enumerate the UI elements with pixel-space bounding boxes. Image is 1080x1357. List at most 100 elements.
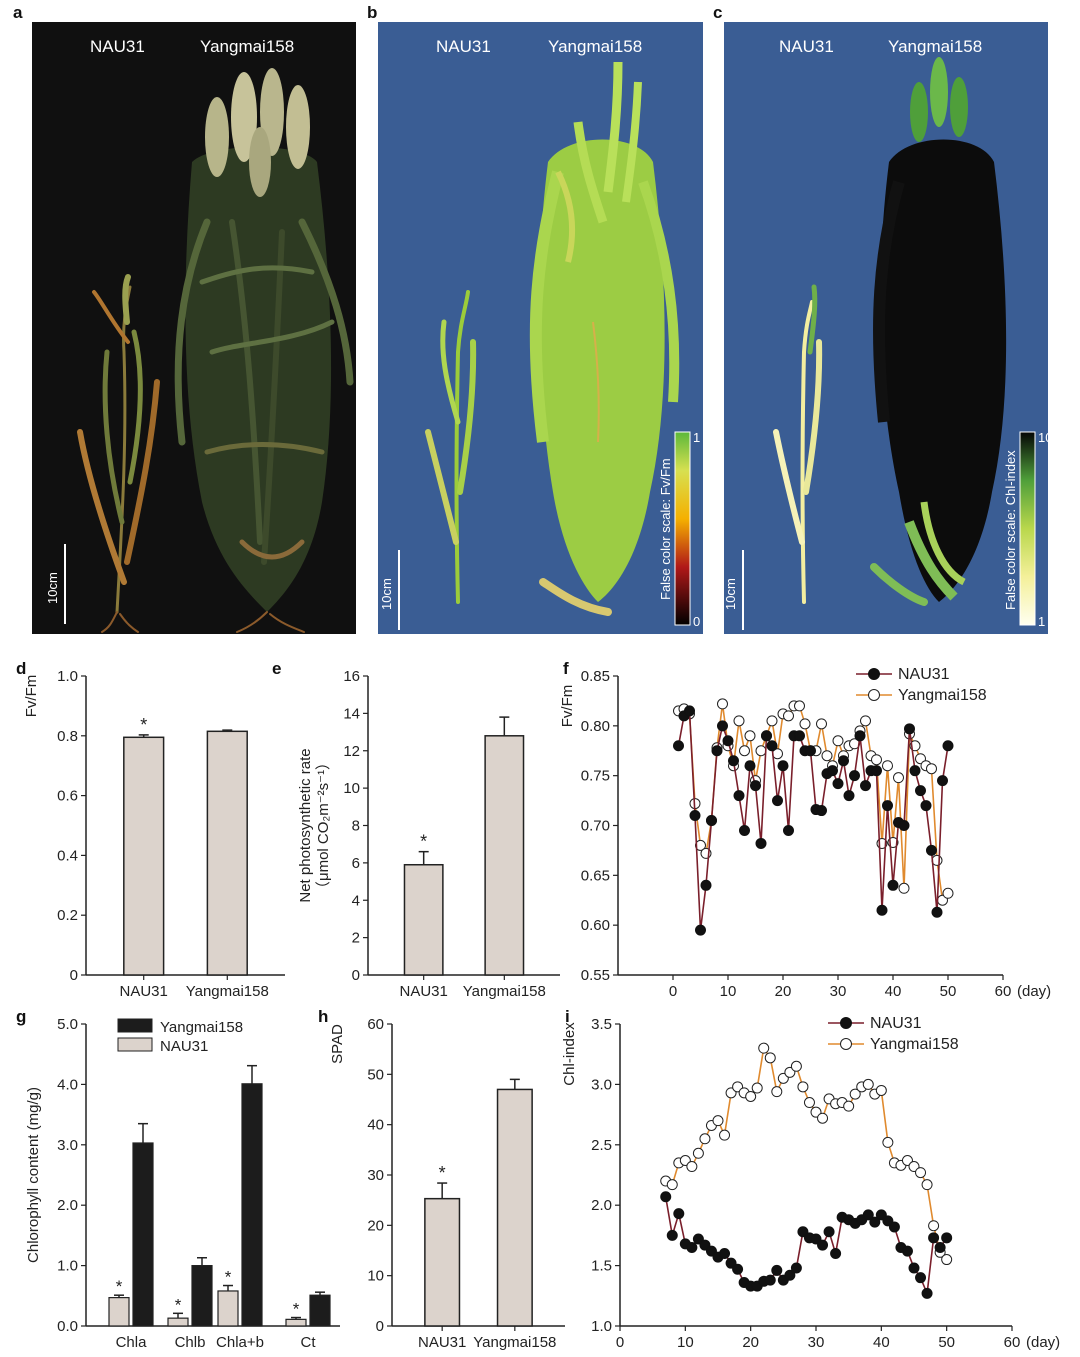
chart-g-y-tick-label: 2.0 xyxy=(57,1197,78,1214)
chart-f-y-tick-label: 0.80 xyxy=(581,718,610,735)
panel-letter-i: i xyxy=(565,1007,570,1026)
chart-i-point-NAU31 xyxy=(673,1208,685,1220)
chart-g-y-tick-label: 0.0 xyxy=(57,1318,78,1335)
chart-g-legend-swatch xyxy=(117,1037,153,1052)
chart-h-x-tick-label: NAU31 xyxy=(418,1334,466,1351)
chart-i-x-tick-label: 50 xyxy=(938,1334,955,1351)
chart-i-point-Yangmai158 xyxy=(817,1112,829,1124)
chart-g-legend-swatch xyxy=(117,1018,153,1033)
chart-i-point-NAU31 xyxy=(862,1209,874,1221)
chart-i-y-label: Chl-index xyxy=(561,1022,578,1086)
chart-f-x-tick-label: 50 xyxy=(940,983,957,1000)
chart-g-significance: * xyxy=(225,1268,232,1287)
panel-a-left-label: NAU31 xyxy=(90,37,145,56)
chart-g-significance: * xyxy=(116,1277,123,1296)
chart-f-x-tick-label: 0 xyxy=(669,983,677,1000)
chart-f-point-NAU31 xyxy=(777,760,789,772)
chart-i-point-Yangmai158 xyxy=(719,1129,731,1141)
chart-i-point-Yangmai158 xyxy=(941,1254,953,1266)
chl-colorbar-min: 1 xyxy=(1038,614,1045,629)
chart-g-x-tick-label: Chlb xyxy=(175,1334,206,1351)
chart-f-point-NAU31 xyxy=(673,740,684,752)
chart-e-bar xyxy=(403,863,444,976)
panel-letter-f: f xyxy=(563,659,569,678)
chart-i-y-tick-label: 3.0 xyxy=(591,1076,612,1093)
panel-b-left-label: NAU31 xyxy=(436,37,491,56)
chart-i-point-Yangmai158 xyxy=(686,1161,698,1173)
chart-g-y-axis: 0.0 1.0 2.0 3.0 4.0 5.0 xyxy=(57,1016,87,1335)
panel-b-right-label: Yangmai158 xyxy=(548,37,642,56)
chart-f-y-tick-label: 0.55 xyxy=(581,967,610,984)
chart-g-significance: * xyxy=(293,1300,300,1319)
chart-i-x-tick-label: 10 xyxy=(677,1334,694,1351)
panel-c-scale-label: 10cm xyxy=(724,578,738,610)
chart-f-point-Yangmai158 xyxy=(882,760,893,772)
chart-h-x-tick-label: Yangmai158 xyxy=(473,1334,556,1351)
chart-g-bar-NAU31 xyxy=(285,1318,307,1327)
chart-i-point-Yangmai158 xyxy=(764,1052,776,1064)
chart-i-point-NAU31 xyxy=(719,1248,731,1260)
chart-i-x-tick-label: 0 xyxy=(616,1334,624,1351)
chart-f-point-NAU31 xyxy=(805,745,816,757)
chart-f-point-NAU31 xyxy=(854,730,866,742)
chart-f-y-tick-label: 0.85 xyxy=(581,668,610,685)
nau31-chl-plant xyxy=(773,284,928,606)
chart-i-point-NAU31 xyxy=(790,1262,802,1274)
chart-i-point-NAU31 xyxy=(941,1232,953,1244)
chart-g-significance: * xyxy=(175,1295,182,1314)
chart-i-point-NAU31 xyxy=(666,1229,678,1241)
chart-f-point-NAU31 xyxy=(920,800,932,812)
chart-h-bar xyxy=(424,1197,461,1327)
chart-f-point-NAU31 xyxy=(887,879,899,891)
chart-f-point-NAU31 xyxy=(871,765,882,777)
chart-e-x-tick-label: Yangmai158 xyxy=(463,983,546,1000)
chart-f-y-axis: 0.55 0.60 0.65 0.70 0.75 0.80 0.85 xyxy=(581,668,619,984)
chart-f-point-NAU31 xyxy=(849,770,860,782)
yangmai158-chl-plant xyxy=(873,57,1007,602)
chart-f-point-NAU31 xyxy=(728,755,739,767)
panel-letter-g: g xyxy=(16,1007,26,1026)
chart-f-point-NAU31 xyxy=(761,730,772,742)
nau31-fvfm-plant xyxy=(425,290,612,616)
chart-i-point-NAU31 xyxy=(921,1287,933,1299)
chart-i-point-Yangmai158 xyxy=(875,1084,887,1096)
chart-f-point-Yangmai158 xyxy=(821,750,833,762)
chart-i-point-Yangmai158 xyxy=(712,1115,724,1127)
chart-f-point-Yangmai158 xyxy=(942,887,954,899)
chart-d-y-tick-label: 0.4 xyxy=(57,847,78,864)
chart-i-x-tick-label: 20 xyxy=(742,1334,759,1351)
chart-e-y-tick-label: 10 xyxy=(343,780,360,797)
chart-i-point-NAU31 xyxy=(764,1274,776,1286)
chart-f-x-tick-label: 40 xyxy=(885,983,902,1000)
chart-f-series-line-NAU31 xyxy=(677,709,949,931)
chart-i-point-NAU31 xyxy=(686,1241,698,1253)
chart-e-y-tick-label: 0 xyxy=(352,967,360,984)
chart-f-point-NAU31 xyxy=(684,705,695,717)
panel-b-fvfm-image: NAU31 Yangmai158 10cm xyxy=(378,22,703,634)
chart-f-point-Yangmai158 xyxy=(816,718,827,730)
top-letters: a b c xyxy=(13,3,722,22)
chart-f-legend-label: NAU31 xyxy=(898,666,950,683)
chart-f-point-NAU31 xyxy=(783,824,794,836)
chart-g-legend-label: NAU31 xyxy=(160,1038,208,1055)
chart-f-legend-marker xyxy=(868,668,880,680)
chart-f-point-Yangmai158 xyxy=(733,715,745,727)
chart-d-significance: * xyxy=(140,715,147,735)
chart-f-y-tick-label: 0.70 xyxy=(581,818,610,835)
chart-i-point-NAU31 xyxy=(869,1216,881,1228)
chart-f-point-NAU31 xyxy=(794,730,805,742)
chart-f-point-NAU31 xyxy=(750,780,761,792)
chart-f-point-NAU31 xyxy=(942,740,954,752)
chart-f-legend-label: Yangmai158 xyxy=(898,687,987,704)
chart-f-point-NAU31 xyxy=(766,740,778,752)
chart-f-point-NAU31 xyxy=(739,824,750,836)
panel-c-svg: NAU31 Yangmai158 10cm 10 1 False color s… xyxy=(724,37,1048,630)
chart-i-x-tick-label: 60 xyxy=(1004,1334,1021,1351)
chart-f-y-tick-label: 0.60 xyxy=(581,917,610,934)
chart-f-point-Yangmai158 xyxy=(926,763,937,775)
chart-i-point-NAU31 xyxy=(771,1264,783,1276)
chart-i-point-NAU31 xyxy=(915,1272,927,1284)
chart-e-y-tick-label: 2 xyxy=(352,930,360,947)
nau31-plant xyxy=(77,274,160,633)
